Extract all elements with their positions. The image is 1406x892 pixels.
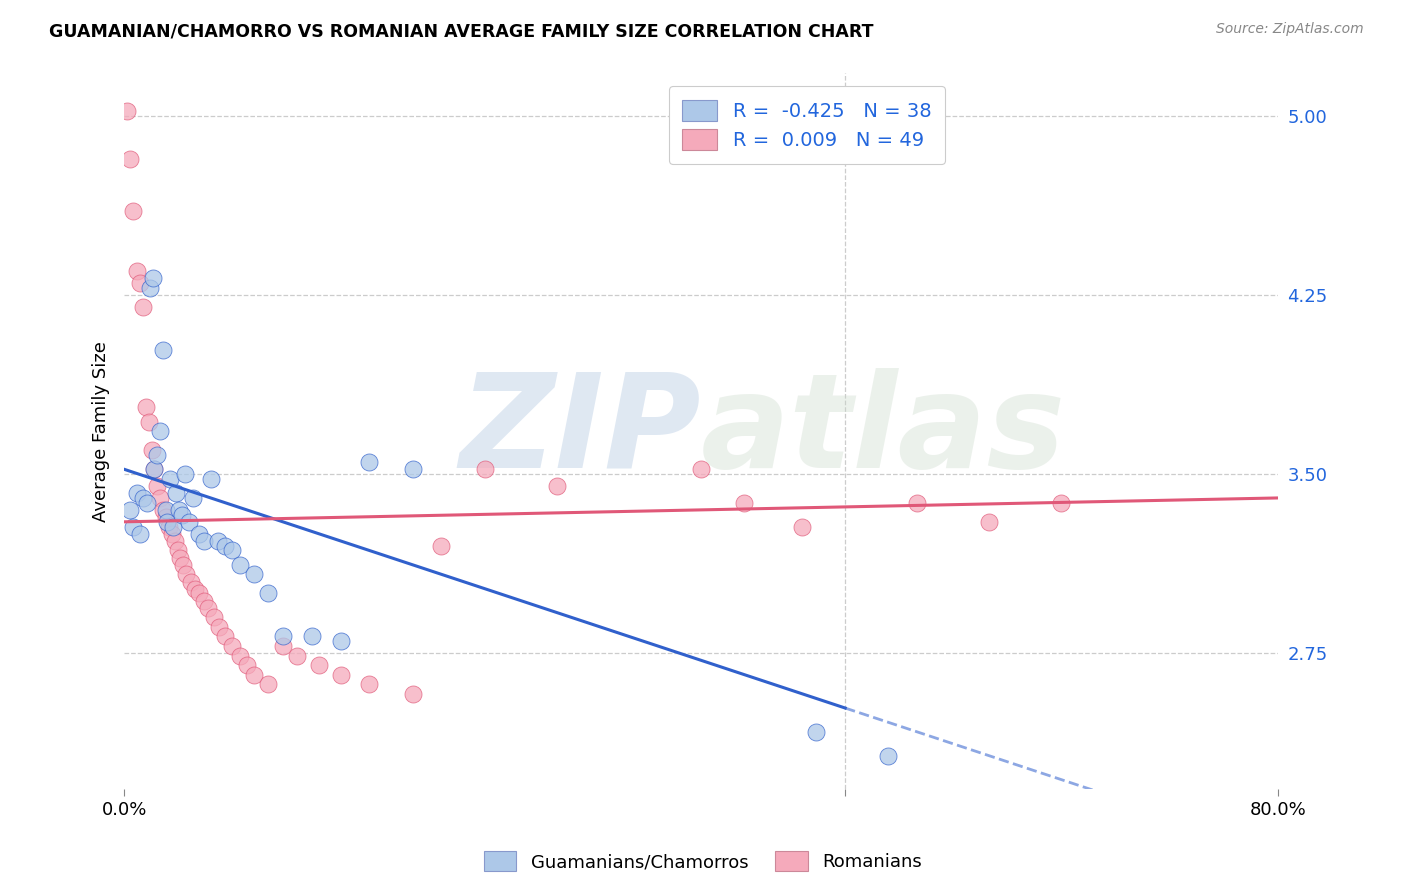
- Point: [207, 533, 229, 548]
- Point: [221, 543, 243, 558]
- Point: [127, 264, 149, 278]
- Point: [221, 639, 243, 653]
- Point: [142, 271, 165, 285]
- Point: [118, 503, 141, 517]
- Point: [122, 519, 145, 533]
- Point: [162, 519, 184, 533]
- Point: [177, 515, 200, 529]
- Point: [157, 519, 180, 533]
- Point: [271, 629, 294, 643]
- Point: [202, 610, 225, 624]
- Point: [127, 486, 149, 500]
- Point: [163, 533, 186, 548]
- Point: [188, 586, 211, 600]
- Point: [139, 281, 162, 295]
- Text: GUAMANIAN/CHAMORRO VS ROMANIAN AVERAGE FAMILY SIZE CORRELATION CHART: GUAMANIAN/CHAMORRO VS ROMANIAN AVERAGE F…: [49, 22, 873, 40]
- Point: [156, 515, 179, 529]
- Point: [146, 448, 169, 462]
- Point: [877, 748, 900, 763]
- Point: [141, 443, 163, 458]
- Point: [149, 491, 172, 505]
- Point: [155, 503, 177, 517]
- Legend: R =  -0.425   N = 38, R =  0.009   N = 49: R = -0.425 N = 38, R = 0.009 N = 49: [669, 87, 945, 163]
- Point: [329, 634, 352, 648]
- Point: [197, 600, 219, 615]
- Point: [359, 677, 381, 691]
- Point: [228, 558, 250, 572]
- Point: [132, 300, 155, 314]
- Point: [135, 401, 157, 415]
- Point: [173, 467, 195, 481]
- Point: [143, 462, 166, 476]
- Point: [1050, 496, 1073, 510]
- Point: [166, 543, 188, 558]
- Point: [214, 539, 236, 553]
- Point: [546, 479, 568, 493]
- Point: [790, 519, 813, 533]
- Point: [193, 533, 215, 548]
- Point: [129, 526, 152, 541]
- Point: [228, 648, 250, 663]
- Point: [174, 567, 197, 582]
- Point: [236, 658, 259, 673]
- Point: [169, 550, 191, 565]
- Point: [257, 677, 280, 691]
- Legend: Guamanians/Chamorros, Romanians: Guamanians/Chamorros, Romanians: [477, 844, 929, 879]
- Point: [132, 491, 155, 505]
- Point: [136, 496, 159, 510]
- Point: [143, 462, 166, 476]
- Point: [170, 508, 193, 522]
- Point: [401, 462, 423, 476]
- Text: ZIP: ZIP: [460, 368, 702, 494]
- Point: [208, 620, 231, 634]
- Point: [118, 152, 141, 166]
- Point: [243, 667, 266, 681]
- Point: [308, 658, 330, 673]
- Point: [214, 629, 236, 643]
- Text: atlas: atlas: [702, 368, 1066, 494]
- Point: [184, 582, 207, 596]
- Point: [160, 526, 183, 541]
- Point: [979, 515, 1001, 529]
- Point: [359, 455, 381, 469]
- Point: [200, 472, 222, 486]
- Point: [690, 462, 713, 476]
- Point: [329, 667, 352, 681]
- Point: [243, 567, 266, 582]
- Point: [188, 526, 211, 541]
- Point: [193, 593, 215, 607]
- Y-axis label: Average Family Size: Average Family Size: [93, 341, 110, 522]
- Point: [905, 496, 928, 510]
- Point: [430, 539, 453, 553]
- Point: [129, 276, 152, 290]
- Point: [152, 503, 174, 517]
- Point: [401, 687, 423, 701]
- Point: [474, 462, 496, 476]
- Point: [271, 639, 294, 653]
- Point: [172, 558, 194, 572]
- Point: [115, 104, 138, 119]
- Point: [301, 629, 323, 643]
- Point: [122, 204, 145, 219]
- Text: Source: ZipAtlas.com: Source: ZipAtlas.com: [1216, 22, 1364, 37]
- Point: [155, 510, 177, 524]
- Point: [159, 472, 181, 486]
- Point: [733, 496, 755, 510]
- Point: [180, 574, 202, 589]
- Point: [257, 586, 280, 600]
- Point: [285, 648, 308, 663]
- Point: [183, 491, 205, 505]
- Point: [167, 503, 190, 517]
- Point: [806, 725, 828, 739]
- Point: [149, 424, 172, 438]
- Point: [138, 415, 160, 429]
- Point: [165, 486, 187, 500]
- Point: [146, 479, 169, 493]
- Point: [152, 343, 174, 357]
